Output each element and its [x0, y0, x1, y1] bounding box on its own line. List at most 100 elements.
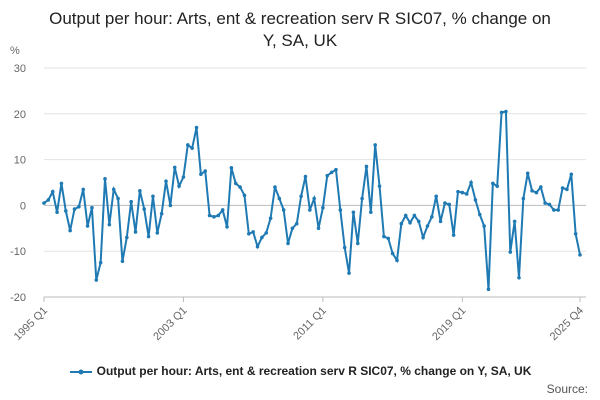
data-point — [68, 228, 72, 233]
data-point — [238, 185, 242, 189]
data-point — [286, 241, 290, 246]
data-point — [247, 231, 251, 236]
data-point — [321, 205, 325, 210]
data-point — [412, 213, 417, 218]
data-point — [216, 213, 221, 218]
data-point — [325, 173, 330, 178]
y-tick-label: 20 — [14, 109, 26, 121]
data-point — [290, 226, 295, 231]
y-tick-label: 30 — [14, 63, 26, 75]
data-point — [486, 287, 491, 292]
data-point — [77, 204, 81, 209]
data-point — [377, 184, 382, 188]
data-point — [373, 143, 377, 147]
data-point — [451, 233, 456, 237]
data-point — [303, 174, 308, 179]
y-tick-label: -20 — [10, 292, 26, 304]
data-point — [569, 172, 574, 177]
data-point — [138, 188, 142, 193]
data-point — [129, 199, 133, 204]
data-point — [94, 278, 99, 282]
data-point — [155, 231, 160, 235]
data-point — [59, 181, 64, 186]
data-point — [111, 187, 116, 192]
x-tick-label: 2019 Q1 — [430, 305, 468, 343]
data-point — [464, 192, 469, 196]
data-point — [207, 213, 212, 218]
data-point — [107, 222, 112, 227]
data-point — [299, 194, 303, 199]
data-point — [194, 125, 199, 130]
data-point — [543, 201, 547, 205]
data-point — [425, 224, 430, 228]
data-point — [473, 198, 478, 202]
data-point — [517, 275, 521, 280]
data-point — [508, 250, 513, 254]
data-point — [316, 226, 321, 231]
data-point — [499, 110, 504, 115]
data-point — [146, 234, 151, 239]
data-point — [268, 216, 273, 221]
data-point — [294, 221, 299, 226]
data-point — [203, 169, 208, 173]
data-point — [403, 213, 408, 218]
data-point — [338, 208, 343, 212]
data-point — [482, 224, 486, 228]
data-point — [491, 181, 495, 186]
data-point — [281, 208, 286, 212]
data-point — [438, 219, 443, 224]
data-point — [116, 196, 120, 201]
source: Source: — [546, 382, 588, 396]
data-point — [382, 234, 386, 239]
data-point — [81, 187, 86, 192]
data-point — [460, 190, 465, 195]
data-point — [242, 193, 247, 198]
data-point — [177, 184, 181, 188]
data-point — [560, 186, 565, 190]
x-tick-label: 2025 Q4 — [548, 305, 586, 343]
data-point — [547, 202, 552, 207]
legend-icon — [69, 369, 92, 375]
y-tick-label: -10 — [10, 246, 26, 258]
data-point — [329, 170, 334, 175]
data-point — [573, 231, 578, 236]
data-point — [181, 175, 186, 179]
data-point — [578, 253, 582, 257]
data-point — [565, 187, 569, 192]
data-point — [538, 185, 543, 189]
data-point — [229, 166, 234, 170]
data-point — [63, 209, 68, 213]
data-point — [369, 210, 373, 215]
data-point — [277, 196, 282, 201]
data-point — [355, 241, 360, 246]
data-point — [347, 271, 351, 275]
data-point — [469, 180, 473, 185]
y-axis-label: % — [10, 45, 20, 57]
data-point — [260, 235, 264, 240]
data-point — [342, 245, 347, 250]
data-point — [312, 196, 316, 201]
data-point — [351, 210, 356, 215]
data-point — [416, 219, 421, 224]
data-point — [552, 208, 556, 212]
legend: Output per hour: Arts, ent & recreation … — [0, 364, 600, 378]
data-point — [421, 235, 425, 240]
data-point — [220, 208, 225, 212]
data-point — [90, 205, 94, 210]
data-point — [46, 198, 51, 202]
data-point — [133, 230, 138, 234]
data-point — [308, 208, 312, 212]
data-point — [530, 188, 534, 193]
chart-title: Output per hour: Arts, ent & recreation … — [49, 9, 551, 50]
data-point — [142, 207, 147, 211]
legend-label: Output per hour: Arts, ent & recreation … — [96, 364, 532, 378]
data-point — [456, 189, 460, 194]
x-tick-label: 2011 Q1 — [291, 305, 329, 343]
data-point — [151, 194, 155, 199]
data-point — [72, 207, 77, 211]
data-point — [42, 201, 46, 205]
data-point — [477, 212, 482, 217]
data-point — [168, 203, 173, 208]
data-point — [360, 196, 364, 201]
